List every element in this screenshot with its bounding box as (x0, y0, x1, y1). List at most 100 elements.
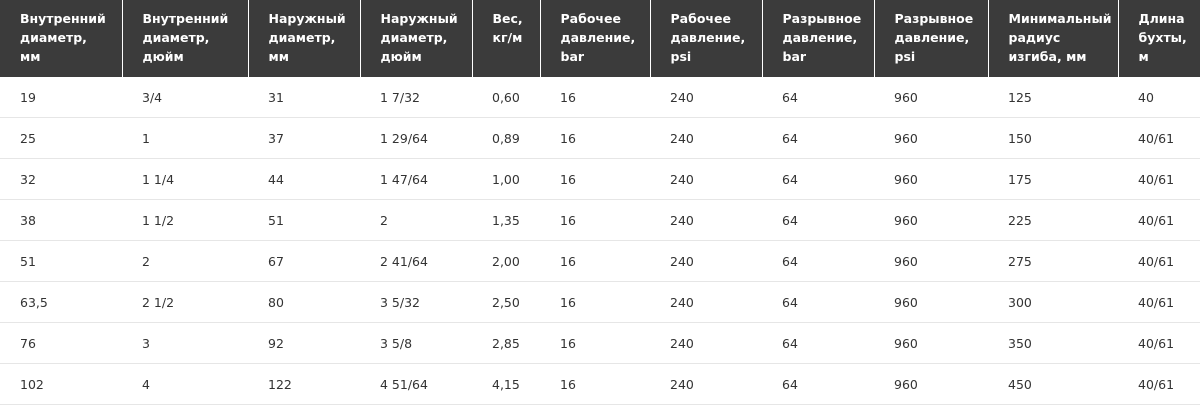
table-row: 38 1 1/2 51 2 1,35 16 240 64 960 225 40/61 (0, 199, 1200, 241)
table-cell: 2 1/2 (122, 281, 248, 323)
column-header: Вес, кг/м (471, 0, 540, 77)
table-cell: 1 29/64 (360, 117, 472, 159)
table-cell: 3/4 (122, 77, 248, 118)
table-cell: 2 (122, 240, 248, 282)
table-cell: 64 (762, 363, 874, 405)
table-row: 76 3 92 3 5/8 2,85 16 240 64 960 350 40/61 (0, 322, 1200, 364)
table-cell: 40/61 (1118, 363, 1200, 405)
table-cell: 0,89 (472, 117, 540, 159)
table-cell: 150 (988, 117, 1118, 159)
table-cell: 1 47/64 (360, 158, 472, 200)
table-cell: 64 (762, 77, 874, 118)
table-cell: 2,00 (472, 240, 540, 282)
table-cell: 240 (650, 281, 762, 323)
table-cell: 450 (988, 363, 1118, 405)
table-cell: 3 5/32 (360, 281, 472, 323)
table-cell: 960 (874, 117, 988, 159)
table-cell: 1 1/4 (122, 158, 248, 200)
table-cell: 2 (360, 199, 472, 241)
table-cell: 225 (988, 199, 1118, 241)
table-cell: 16 (540, 240, 650, 282)
table-cell: 64 (762, 117, 874, 159)
table-cell: 1 1/2 (122, 199, 248, 241)
table-cell: 2 41/64 (360, 240, 472, 282)
table-cell: 4,15 (472, 363, 540, 405)
column-header: Минимальный радиус изгиба, мм (987, 0, 1118, 77)
table-cell: 240 (650, 117, 762, 159)
table-cell: 960 (874, 240, 988, 282)
table-cell: 40/61 (1118, 322, 1200, 364)
table-cell: 16 (540, 322, 650, 364)
table-cell: 2,85 (472, 322, 540, 364)
table-cell: 16 (540, 158, 650, 200)
column-header: Внутренний диаметр, дюйм (121, 0, 248, 77)
table-cell: 40 (1118, 77, 1200, 118)
table-cell: 16 (540, 117, 650, 159)
table-cell: 175 (988, 158, 1118, 200)
column-header: Наружный диаметр, мм (247, 0, 360, 77)
column-header: Разрывное давление, psi (873, 0, 988, 77)
table-cell: 125 (988, 77, 1118, 118)
table-cell: 40/61 (1118, 281, 1200, 323)
table-row: 25 1 37 1 29/64 0,89 16 240 64 960 150 40/61 (0, 117, 1200, 159)
table-cell: 40/61 (1118, 240, 1200, 282)
table-cell: 1,00 (472, 158, 540, 200)
table-cell: 38 (0, 199, 122, 241)
table-cell: 2,50 (472, 281, 540, 323)
column-header: Внутренний диаметр, мм (0, 0, 122, 77)
table-cell: 32 (0, 158, 122, 200)
table-cell: 76 (0, 322, 122, 364)
table-cell: 240 (650, 199, 762, 241)
table-cell: 960 (874, 363, 988, 405)
table-cell: 25 (0, 117, 122, 159)
table-head: Внутренний диаметр, мм Внутренний диаметр… (0, 0, 1200, 77)
column-header: Длина бухты, м (1117, 0, 1200, 77)
table-cell: 51 (248, 199, 360, 241)
table-cell: 240 (650, 158, 762, 200)
table-cell: 300 (988, 281, 1118, 323)
table-cell: 960 (874, 158, 988, 200)
table-cell: 960 (874, 322, 988, 364)
table-cell: 19 (0, 77, 122, 118)
table-cell: 240 (650, 77, 762, 118)
table-cell: 3 5/8 (360, 322, 472, 364)
column-header: Рабочее давление, psi (649, 0, 762, 77)
table-cell: 350 (988, 322, 1118, 364)
header-row: Внутренний диаметр, мм Внутренний диаметр… (0, 0, 1200, 77)
table-cell: 64 (762, 281, 874, 323)
table-cell: 31 (248, 77, 360, 118)
table-cell: 37 (248, 117, 360, 159)
table-cell: 40/61 (1118, 158, 1200, 200)
table-cell: 40/61 (1118, 117, 1200, 159)
table-cell: 64 (762, 240, 874, 282)
table-row: 102 4 122 4 51/64 4,15 16 240 64 960 450 40/61 (0, 363, 1200, 405)
table-row: 51 2 67 2 41/64 2,00 16 240 64 960 275 40/61 (0, 240, 1200, 282)
column-header: Рабочее давление, bar (539, 0, 650, 77)
table-cell: 960 (874, 199, 988, 241)
table-cell: 4 51/64 (360, 363, 472, 405)
table-cell: 64 (762, 199, 874, 241)
table-cell: 240 (650, 322, 762, 364)
table-cell: 122 (248, 363, 360, 405)
table-cell: 16 (540, 77, 650, 118)
table-cell: 960 (874, 77, 988, 118)
table-body: 19 3/4 31 1 7/32 0,60 16 240 64 960 125 40 25 1 37 1 2… (0, 77, 1200, 405)
table-cell: 4 (122, 363, 248, 405)
table-cell: 64 (762, 158, 874, 200)
table-cell: 240 (650, 363, 762, 405)
table-row: 63,5 2 1/2 80 3 5/32 2,50 16 240 64 960 300 40/61 (0, 281, 1200, 323)
column-header: Разрывное давление, bar (761, 0, 874, 77)
table-cell: 40/61 (1118, 199, 1200, 241)
table-cell: 92 (248, 322, 360, 364)
table-cell: 0,60 (472, 77, 540, 118)
table-row: 32 1 1/4 44 1 47/64 1,00 16 240 64 960 175 40/61 (0, 158, 1200, 200)
table-cell: 80 (248, 281, 360, 323)
table-cell: 1 7/32 (360, 77, 472, 118)
table-cell: 102 (0, 363, 122, 405)
table-cell: 16 (540, 199, 650, 241)
table-cell: 67 (248, 240, 360, 282)
table-cell: 240 (650, 240, 762, 282)
table-cell: 275 (988, 240, 1118, 282)
